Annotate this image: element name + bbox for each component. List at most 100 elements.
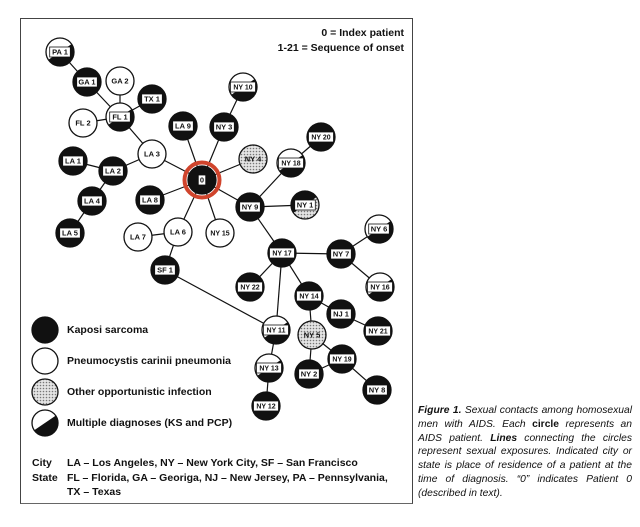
node-ny18: NY 18	[276, 148, 306, 178]
node-ny19: NY 19	[327, 344, 357, 374]
disc-outline	[45, 37, 75, 67]
legend-multiple-label: Multiple diagnoses (KS and PCP)	[67, 417, 233, 429]
disc-outline	[276, 148, 306, 178]
node-label-box	[76, 76, 98, 88]
node-label: LA 3	[144, 150, 160, 159]
figure-caption: Figure 1. Sexual contacts among homosexu…	[418, 404, 632, 501]
node-label: SF 1	[157, 266, 173, 275]
node-label-box	[298, 368, 320, 380]
node-label: NY 7	[333, 250, 350, 259]
node-la2: LA 2	[98, 156, 128, 186]
node-label-box	[139, 194, 161, 206]
node-label-box	[141, 93, 163, 105]
node-ny1: NY 1	[290, 190, 320, 220]
node-ga2: GA 2	[105, 66, 135, 96]
index-note: 0 = Index patient	[321, 27, 404, 39]
node-label: NY 3	[216, 123, 233, 132]
node-label-box	[239, 201, 261, 213]
node-label-box	[367, 281, 393, 293]
node-label-box	[172, 120, 194, 132]
node-label: NY 10	[233, 85, 252, 92]
disc-outline	[261, 315, 291, 345]
node-la6: LA 6	[163, 217, 193, 247]
node-label-box	[263, 324, 289, 336]
node-la9: LA 9	[168, 111, 198, 141]
node-label: NY 21	[368, 329, 387, 336]
nodes: PA 1GA 1 GA 2TX 1FL 1FL 2 LA 9 NY 3NY 10LA …	[45, 37, 395, 421]
city-heading: City	[32, 457, 52, 469]
node-ny5: NY 5	[297, 320, 327, 350]
node-ny22: NY 22	[235, 272, 265, 302]
node-fl2: FL 2	[68, 108, 98, 138]
node-label: NY 15	[210, 231, 229, 238]
node-label-box	[365, 325, 391, 337]
node-label: NY 8	[369, 386, 386, 395]
node-label: NY 12	[256, 404, 275, 411]
legend-pcp-label: Pneumocystis carinii pneumonia	[67, 355, 231, 367]
node-label-box	[366, 384, 388, 396]
node-label: NY 1	[297, 201, 314, 210]
node-label-box	[330, 248, 352, 260]
node-la5: LA 5	[55, 218, 85, 248]
disc	[105, 66, 135, 96]
disc	[68, 108, 98, 138]
node-label-box	[230, 81, 256, 93]
disc-outline	[290, 190, 320, 220]
edge-SF1-NY11	[164, 269, 277, 331]
node-la8: LA 8	[135, 185, 165, 215]
disc	[238, 144, 268, 174]
node-label: LA 7	[130, 233, 146, 242]
node-ny15: NY 15	[205, 218, 235, 248]
node-label-box	[109, 111, 131, 123]
node-label-box	[368, 223, 390, 235]
node-ny21: NY 21	[363, 316, 393, 346]
city-text: LA – Los Angeles, NY – New York City, SF…	[67, 457, 358, 469]
disc-outline	[228, 72, 258, 102]
node-label: NY 5	[304, 331, 321, 340]
node-ny13: NY 13	[254, 353, 284, 383]
node-label-box	[237, 281, 263, 293]
legend-icon-P	[31, 347, 59, 375]
node-ga1: GA 1	[72, 67, 102, 97]
node-pa1: PA 1	[45, 37, 75, 67]
node-ny17: NY 17	[267, 238, 297, 268]
node-la3: LA 3	[137, 139, 167, 169]
node-label: NJ 1	[333, 310, 349, 319]
node-label: TX 1	[144, 95, 160, 104]
disc	[137, 139, 167, 169]
node-ny12: NY 12	[251, 391, 281, 421]
node-label-box	[81, 195, 103, 207]
disc-outline	[365, 272, 395, 302]
legend-icon-O	[31, 378, 59, 406]
disc	[163, 217, 193, 247]
node-label: LA 6	[170, 228, 186, 237]
node-label: LA 4	[84, 197, 101, 206]
node-label-box	[102, 165, 124, 177]
node-label-box	[308, 131, 334, 143]
node-label: NY 16	[370, 285, 389, 292]
node-label: FL 1	[112, 113, 127, 122]
node-ny4: NY 4	[238, 144, 268, 174]
node-label: NY 17	[272, 251, 291, 258]
node-label-box	[49, 46, 71, 58]
node-label: NY 20	[311, 135, 330, 142]
node-label-box	[197, 174, 207, 186]
caption-text: Sexual contacts among homosexual men wit…	[418, 405, 633, 430]
caption-text: connecting the circles represent sexual …	[418, 432, 632, 499]
caption-circle-word: circle	[532, 418, 560, 430]
node-label: GA 1	[78, 78, 95, 87]
node-label: NY 22	[240, 285, 259, 292]
node-label: 0	[200, 176, 204, 185]
node-ny3: NY 3	[209, 112, 239, 142]
node-label-box	[296, 290, 322, 302]
node-label: NY 9	[242, 203, 259, 212]
node-label-box	[59, 227, 81, 239]
disc-outline	[105, 102, 135, 132]
legend-icon-M	[31, 409, 59, 437]
disc	[31, 378, 59, 406]
disc	[31, 316, 59, 344]
sequence-note: 1-21 = Sequence of onset	[277, 42, 404, 54]
node-label: NY 13	[259, 366, 278, 373]
node-label-box	[294, 199, 316, 211]
